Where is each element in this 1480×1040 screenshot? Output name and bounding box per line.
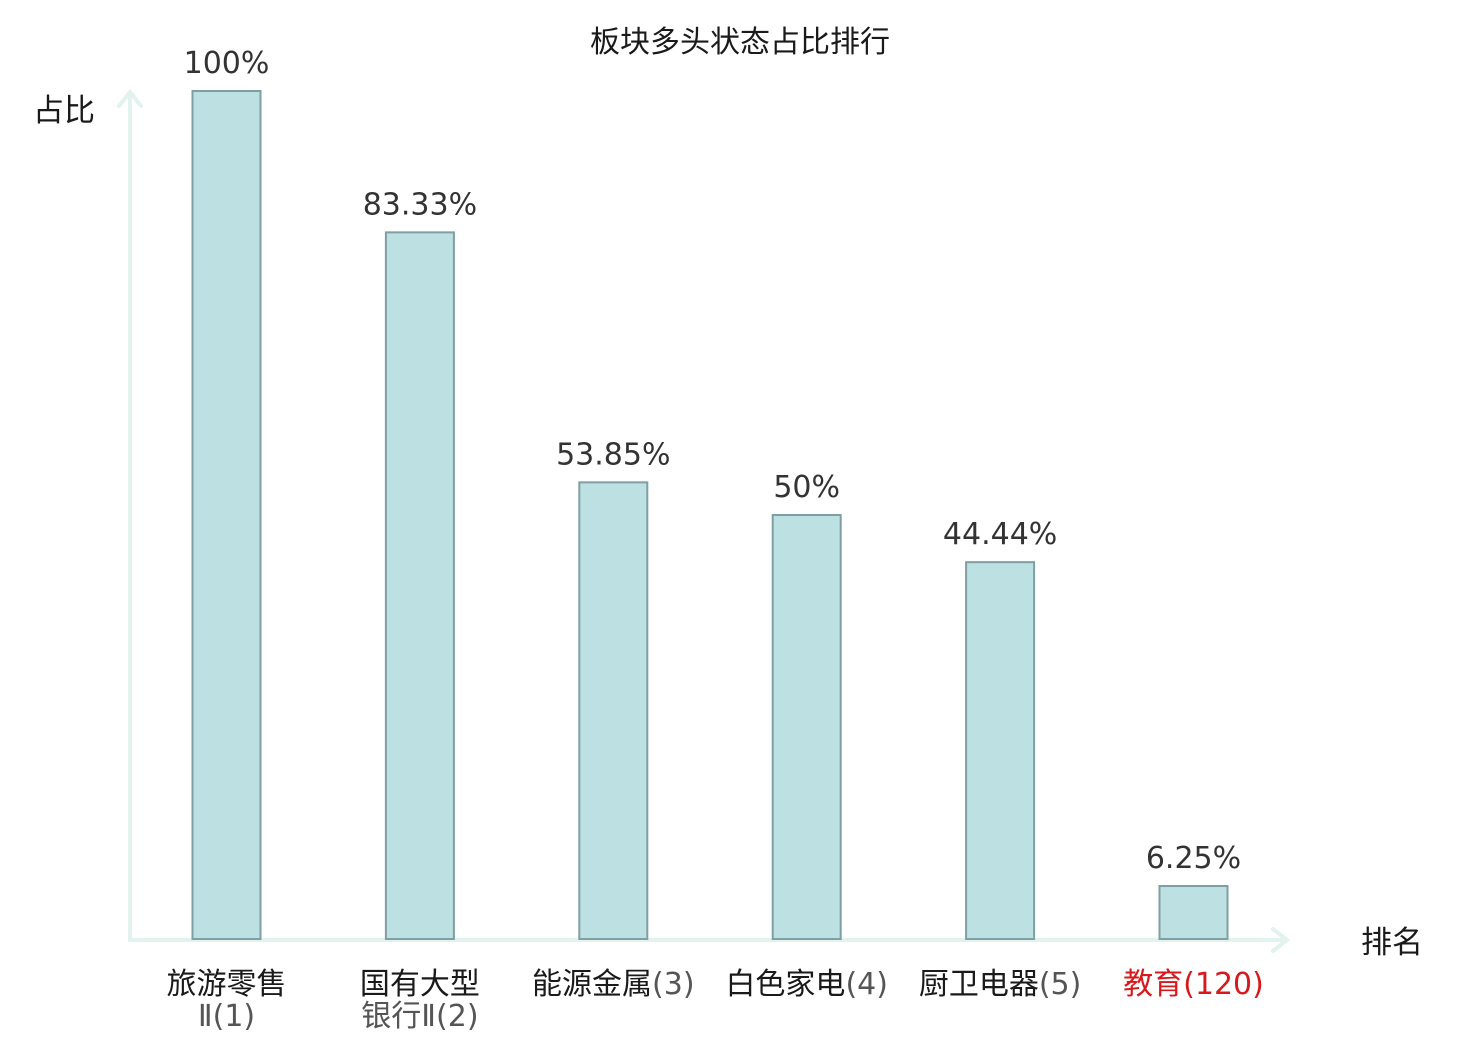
category-labels-group: 旅游零售 Ⅱ(1) 国有大型银行Ⅱ(2) 能源金属(3) 白色家电(4) 厨卫电器(5) 教… [167,967,1264,1034]
y-axis-line [117,88,143,942]
bar [384,231,455,941]
category-name: 国有大型 [360,967,480,1002]
bar-value-label: 53.85% [556,437,670,472]
category-rank: (5) [1039,967,1082,1002]
x-axis-label: 排名 [1361,925,1423,961]
category-label: 旅游零售 Ⅱ(1) [167,967,287,1034]
category-label: 能源金属(3) [532,967,695,1002]
category-name: 厨卫电器 [919,967,1039,1002]
category-label: 白色家电(4) [725,967,888,1002]
bar-value-label: 50% [773,470,840,505]
category-name: 白色家电 [725,967,845,1002]
category-label: 教育(120) [1123,967,1264,1002]
bar [578,481,649,940]
category-name: 教育 [1123,967,1183,1002]
bar [965,561,1036,940]
category-label: 厨卫电器(5) [919,967,1082,1002]
category-rank: (4) [845,967,888,1002]
bar-value-label: 44.44% [943,517,1057,552]
bars-group [191,90,1229,941]
category-rank: 银行Ⅱ(2) [361,999,478,1034]
category-rank: (120) [1183,967,1264,1002]
bar [771,514,842,940]
category-rank: Ⅱ(1) [198,999,255,1034]
bar-value-label: 83.33% [363,187,477,222]
category-name: 能源金属 [532,967,652,1002]
bar-value-label: 100% [184,46,270,81]
bar-value-label: 6.25% [1146,841,1241,876]
category-rank: (3) [652,967,695,1002]
category-label: 国有大型银行Ⅱ(2) [360,967,480,1034]
x-axis-line [128,927,1291,953]
y-axis-label: 占比 [33,93,95,129]
bar [191,90,262,940]
category-name: 旅游零售 [167,967,287,1002]
chart-title: 板块多头状态占比排行 [590,25,890,60]
bar [1158,885,1229,940]
value-labels-group: 100% 83.33% 53.85% 50% 44.44% 6.25% [184,46,1242,876]
